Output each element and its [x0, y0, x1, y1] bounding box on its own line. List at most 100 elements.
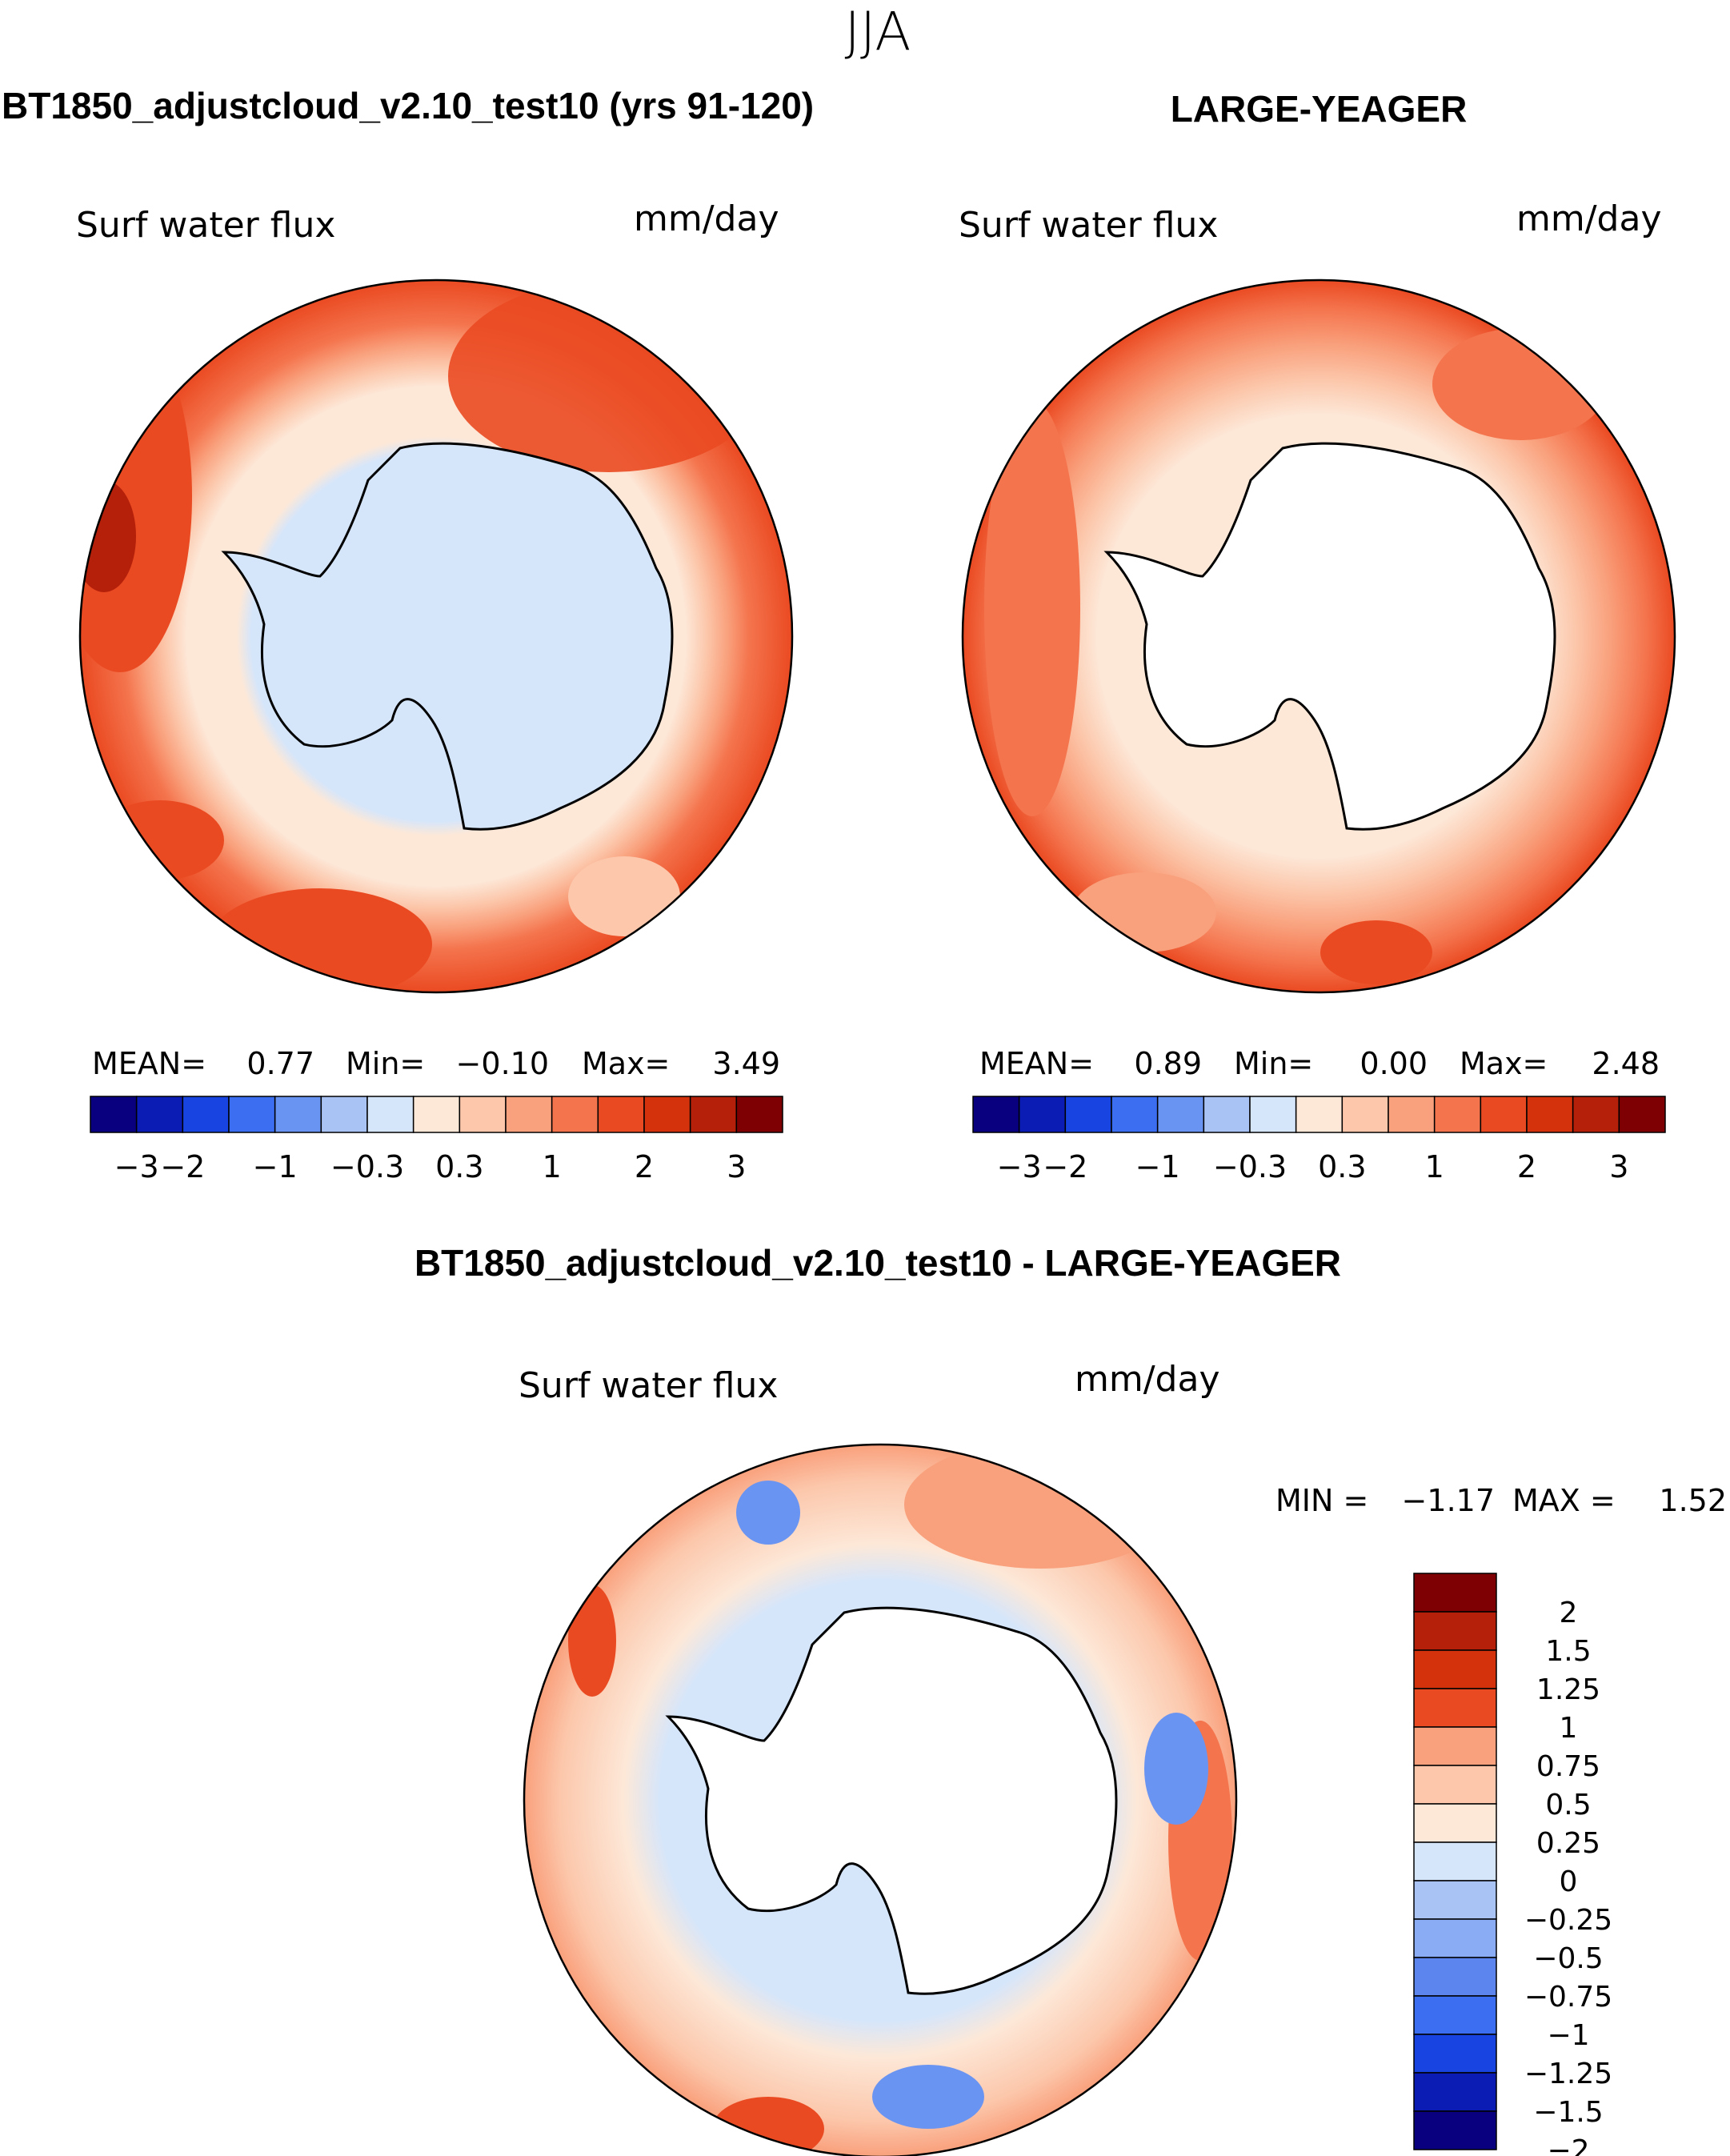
colorbar-tick-label: −0.25 [1524, 1904, 1612, 1937]
colorbar-diff: 2 1.5 1.25 1 0.75 0.5 0.25 0 −0.25 −0.5 −0.75 −1 −1.… [1413, 1573, 1612, 2156]
colorbar-tick-label: 2 [635, 1149, 654, 1184]
stat-min-value: 0.00 [1360, 1046, 1428, 1081]
colorbar-tick-label: 0.5 [1545, 1789, 1591, 1821]
contour-patch [80, 480, 136, 592]
colorbar-tick-label: 0 [1560, 1865, 1578, 1898]
colorbar-swatch [1388, 1096, 1436, 1133]
colorbar-tick-label: −2 [1547, 2134, 1589, 2156]
contour-patch [984, 400, 1080, 816]
colorbar-tick-label: −1 [1547, 2019, 1589, 2052]
colorbar-swatch [320, 1096, 368, 1133]
colorbar-swatch [689, 1096, 738, 1133]
contour-patch [1432, 328, 1608, 440]
colorbar-tick-label: −3 [114, 1149, 159, 1184]
colorbar-tick-label: −1.5 [1533, 2096, 1603, 2129]
map-border-diff [523, 1443, 1238, 2156]
colorbar-swatch [1618, 1096, 1666, 1133]
colorbar-tick-label: 0.75 [1536, 1750, 1600, 1783]
colorbar-swatch [1413, 1918, 1497, 1958]
colorbar-tick-label: −3 [997, 1149, 1042, 1184]
panel-title-model: BT1850_adjustcloud_v2.10_test10 (yrs 91-… [2, 85, 814, 126]
colorbar-model: −3 −2 −1 −0.3 0.3 1 2 3 [90, 1096, 783, 1184]
colorbar-tick-label: 0.25 [1536, 1827, 1600, 1860]
map-obs [961, 279, 1676, 994]
colorbar-swatch [972, 1096, 1020, 1133]
colorbar-tick-label: 2 [1517, 1149, 1536, 1184]
colorbar-tick-label: 2 [1560, 1597, 1578, 1629]
stats-obs: MEAN= 0.89 Min= 0.00 Max= 2.48 [979, 1046, 1660, 1081]
colorbar-swatch [1413, 1726, 1497, 1766]
colorbar-swatch [1203, 1096, 1251, 1133]
colorbar-swatch [1156, 1096, 1205, 1133]
colorbar-swatch [1018, 1096, 1067, 1133]
contour-patch [872, 2065, 984, 2129]
stat-max-value: 2.48 [1592, 1046, 1660, 1081]
stat-mean-value: 0.89 [1134, 1046, 1202, 1081]
colorbar-swatch [1249, 1096, 1297, 1133]
colorbar-tick-label: −2 [160, 1149, 205, 1184]
stat-mean-label: MEAN= [92, 1046, 206, 1081]
colorbar-swatch [1413, 1688, 1497, 1728]
colorbar-swatch [1413, 1765, 1497, 1805]
colorbar-swatch [366, 1096, 414, 1133]
season-title: JJA [845, 1, 911, 62]
stat-max-label: Max= [1460, 1046, 1548, 1081]
colorbar-swatch [228, 1096, 276, 1133]
colorbar-swatch [1413, 1995, 1497, 2035]
colorbar-tick-label: −0.5 [1533, 1942, 1603, 1975]
stats-model: MEAN= 0.77 Min= −0.10 Max= 3.49 [92, 1046, 780, 1081]
antarctica-coastline-diff [665, 1606, 1118, 1995]
colorbar-swatch [90, 1096, 138, 1133]
units-label-obs: mm/day [1516, 198, 1661, 239]
contour-patch [1144, 1713, 1208, 1825]
antarctica-coastline-obs [1103, 442, 1556, 831]
colorbar-tick-label: 0.3 [435, 1149, 483, 1184]
colorbar-tick-label: 0.3 [1318, 1149, 1366, 1184]
colorbar-swatch [1413, 1803, 1497, 1843]
colorbar-obs: −3 −2 −1 −0.3 0.3 1 2 3 [972, 1096, 1666, 1184]
stat-min-value: −1.17 [1402, 1483, 1495, 1518]
colorbar-swatch [1295, 1096, 1344, 1133]
colorbar-swatch [1572, 1096, 1620, 1133]
colorbar-swatch [1413, 1957, 1497, 1997]
stat-mean-value: 0.77 [246, 1046, 314, 1081]
colorbar-swatch [1413, 1841, 1497, 1881]
colorbar-swatch [1413, 2072, 1497, 2112]
stat-min-label: Min= [1234, 1046, 1313, 1081]
colorbar-swatch [505, 1096, 553, 1133]
colorbar-swatch [735, 1096, 783, 1133]
variable-label-model: Surf water flux [76, 205, 335, 246]
colorbar-tick-label: −2 [1043, 1149, 1087, 1184]
panel-title-obs: LARGE-YEAGER [1171, 88, 1468, 130]
colorbar-swatch [643, 1096, 691, 1133]
panel-title-diff: BT1850_adjustcloud_v2.10_test10 - LARGE-… [414, 1242, 1341, 1284]
stat-min-label: MIN = [1275, 1483, 1368, 1518]
colorbar-swatch [412, 1096, 461, 1133]
colorbar-swatch [1413, 1649, 1497, 1689]
colorbar-swatch [1413, 2034, 1497, 2074]
units-label-diff: mm/day [1075, 1359, 1219, 1400]
antarctica-coastline-model [221, 442, 674, 831]
stat-max-value: 1.52 [1659, 1483, 1727, 1518]
contour-patch [208, 888, 432, 992]
colorbar-swatch [1341, 1096, 1389, 1133]
colorbar-tick-label: 1.5 [1545, 1635, 1591, 1668]
colorbar-tick-label: 1 [1425, 1149, 1444, 1184]
contour-patch [448, 280, 768, 472]
colorbar-tick-label: −1.25 [1524, 2058, 1612, 2090]
stat-max-label: MAX = [1512, 1483, 1616, 1518]
stat-min-label: Min= [346, 1046, 425, 1081]
colorbar-swatch [1413, 1880, 1497, 1920]
contour-patch [1320, 920, 1432, 984]
colorbar-swatch [597, 1096, 645, 1133]
colorbar-swatch [1111, 1096, 1159, 1133]
colorbar-tick-label: −1 [1135, 1149, 1180, 1184]
stat-min-value: −0.10 [456, 1046, 549, 1081]
colorbar-swatch [551, 1096, 599, 1133]
colorbar-swatch [135, 1096, 184, 1133]
colorbar-tick-label: −0.75 [1524, 1981, 1612, 2014]
variable-label-obs: Surf water flux [959, 205, 1218, 246]
colorbar-swatch [1480, 1096, 1528, 1133]
map-model [78, 279, 794, 994]
